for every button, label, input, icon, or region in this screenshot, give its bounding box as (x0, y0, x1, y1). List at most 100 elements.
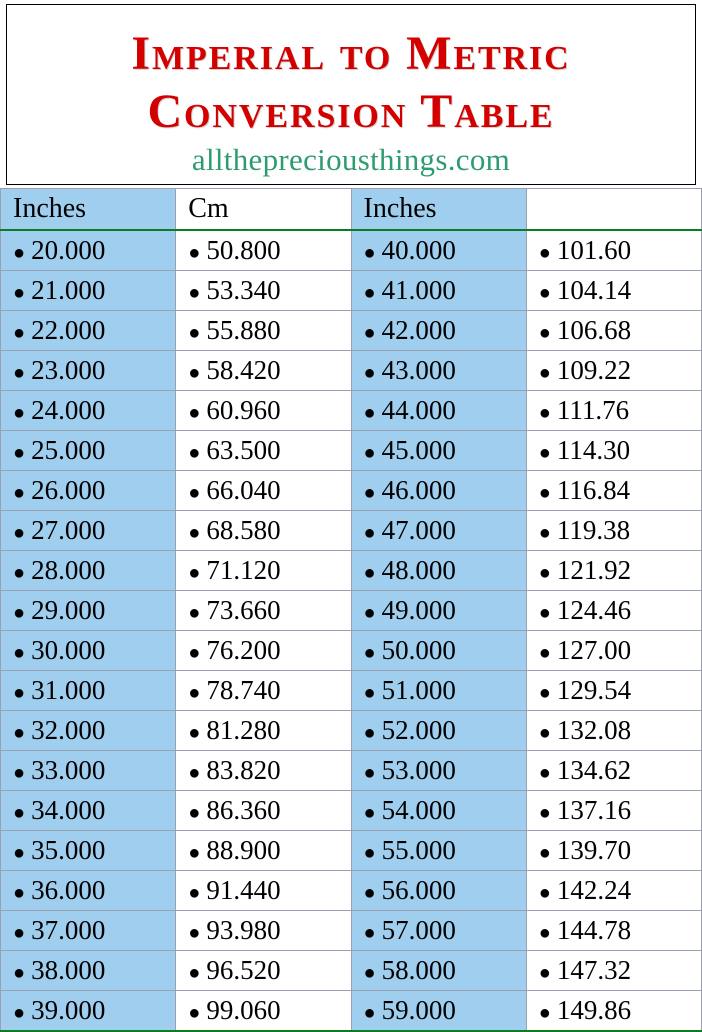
conversion-table: Inches Cm Inches ●20.000●50.800●40.000●1… (0, 188, 702, 1032)
cell-value: 142.24 (557, 875, 631, 905)
table-cell: ●81.280 (176, 711, 351, 751)
bullet-icon: ● (364, 283, 376, 303)
table-cell: ●91.440 (176, 871, 351, 911)
cell-value: 111.76 (557, 395, 629, 425)
table-cell: ●114.30 (526, 431, 701, 471)
cell-value: 20.000 (31, 235, 105, 265)
table-row: ●31.000●78.740●51.000●129.54 (1, 671, 702, 711)
cell-value: 106.68 (557, 315, 631, 345)
column-header-cm-1: Cm (176, 189, 351, 231)
cell-value: 32.000 (31, 715, 105, 745)
table-cell: ●83.820 (176, 751, 351, 791)
cell-value: 41.000 (382, 275, 456, 305)
table-cell: ●59.000 (351, 991, 526, 1032)
cell-value: 50.000 (382, 635, 456, 665)
cell-value: 27.000 (31, 515, 105, 545)
bullet-icon: ● (188, 563, 200, 583)
bullet-icon: ● (364, 643, 376, 663)
cell-value: 23.000 (31, 355, 105, 385)
bullet-icon: ● (539, 843, 551, 863)
table-cell: ●40.000 (351, 230, 526, 271)
table-cell: ●27.000 (1, 511, 176, 551)
table-cell: ●44.000 (351, 391, 526, 431)
table-cell: ●86.360 (176, 791, 351, 831)
cell-value: 49.000 (382, 595, 456, 625)
table-cell: ●144.78 (526, 911, 701, 951)
cell-value: 25.000 (31, 435, 105, 465)
table-row: ●22.000●55.880●42.000●106.68 (1, 311, 702, 351)
bullet-icon: ● (188, 843, 200, 863)
page-subtitle: allthepreciousthings.com (17, 142, 685, 178)
table-cell: ● 41.000 (351, 271, 526, 311)
bullet-icon: ● (364, 1003, 376, 1023)
cell-value: 57.000 (382, 915, 456, 945)
table-header-row: Inches Cm Inches (1, 189, 702, 231)
bullet-icon: ● (13, 243, 25, 263)
cell-value: 37.000 (31, 915, 105, 945)
table-cell: ● 50.000 (351, 631, 526, 671)
header-box: Imperial to Metric Conversion Table allt… (6, 4, 696, 185)
bullet-icon: ● (539, 283, 551, 303)
table-cell: ●149.86 (526, 991, 701, 1032)
bullet-icon: ● (539, 883, 551, 903)
cell-value: 129.54 (557, 675, 631, 705)
bullet-icon: ● (539, 363, 551, 383)
bullet-icon: ● (188, 803, 200, 823)
table-cell: ●24.000 (1, 391, 176, 431)
bullet-icon: ● (13, 963, 25, 983)
table-row: ●36.000●91.440●56.000●142.24 (1, 871, 702, 911)
cell-value: 52.000 (382, 715, 456, 745)
table-cell: ● 20.000 (1, 230, 176, 271)
bullet-icon: ● (539, 523, 551, 543)
bullet-icon: ● (188, 923, 200, 943)
cell-value: 83.820 (206, 755, 280, 785)
cell-value: 132.08 (557, 715, 631, 745)
bullet-icon: ● (13, 283, 25, 303)
table-row: ●23.000●58.420●43.000●109.22 (1, 351, 702, 391)
cell-value: 48.000 (382, 555, 456, 585)
table-cell: ● 57.000 (351, 911, 526, 951)
bullet-icon: ● (13, 843, 25, 863)
cell-value: 63.500 (206, 435, 280, 465)
bullet-icon: ● (364, 963, 376, 983)
table-row: ●28.000●71.120●48.000●121.92 (1, 551, 702, 591)
cell-value: 88.900 (206, 835, 280, 865)
bullet-icon: ● (539, 683, 551, 703)
cell-value: 46.000 (382, 475, 456, 505)
bullet-icon: ● (364, 523, 376, 543)
bullet-icon: ● (364, 563, 376, 583)
cell-value: 147.32 (557, 955, 631, 985)
cell-value: 45.000 (382, 435, 456, 465)
table-cell: ●54.000 (351, 791, 526, 831)
cell-value: 116.84 (557, 475, 630, 505)
table-cell: ●32.000 (1, 711, 176, 751)
bullet-icon: ● (188, 403, 200, 423)
table-row: ●37.000●93.980●57.000●144.78 (1, 911, 702, 951)
table-cell: ●111.76 (526, 391, 701, 431)
cell-value: 22.000 (31, 315, 105, 345)
bullet-icon: ● (364, 763, 376, 783)
table-row: ●30.000●76.200●50.000●127.00 (1, 631, 702, 671)
table-cell: ●43.000 (351, 351, 526, 391)
bullet-icon: ● (13, 363, 25, 383)
cell-value: 44.000 (382, 395, 456, 425)
table-cell: ●25.000 (1, 431, 176, 471)
cell-value: 35.000 (31, 835, 105, 865)
bullet-icon: ● (539, 483, 551, 503)
bullet-icon: ● (364, 923, 376, 943)
bullet-icon: ● (13, 1003, 25, 1023)
table-cell: ●127.00 (526, 631, 701, 671)
bullet-icon: ● (364, 843, 376, 863)
cell-value: 114.30 (557, 435, 630, 465)
column-header-inches-2: Inches (351, 189, 526, 231)
table-cell: ●21.000 (1, 271, 176, 311)
bullet-icon: ● (364, 363, 376, 383)
cell-value: 66.040 (206, 475, 280, 505)
table-cell: ● 35.000 (1, 831, 176, 871)
bullet-icon: ● (13, 683, 25, 703)
table-cell: ●132.08 (526, 711, 701, 751)
cell-value: 99.060 (206, 995, 280, 1025)
bullet-icon: ● (539, 563, 551, 583)
table-cell: ●45.000 (351, 431, 526, 471)
cell-value: 42.000 (382, 315, 456, 345)
